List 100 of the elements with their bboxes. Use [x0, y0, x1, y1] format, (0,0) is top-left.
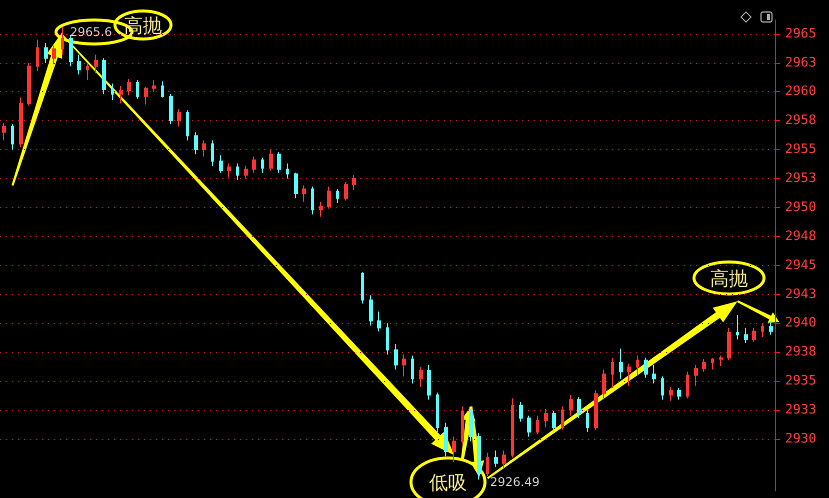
candlestick	[361, 272, 364, 304]
y-tick-label: 2943	[785, 286, 816, 302]
candlestick	[652, 364, 656, 384]
y-tick-label: 2938	[785, 344, 816, 360]
candlestick	[644, 357, 648, 378]
candlestick	[477, 432, 481, 480]
candlestick	[261, 157, 264, 174]
candlestick	[569, 394, 573, 416]
candlestick	[11, 124, 14, 150]
candlestick	[619, 348, 623, 380]
candlestick	[211, 140, 214, 166]
candlestick	[127, 78, 131, 96]
candlestick	[161, 80, 164, 98]
candlestick	[169, 94, 173, 125]
candlestick	[394, 344, 398, 370]
y-tick-label: 2963	[785, 55, 816, 70]
candlestick	[427, 364, 431, 400]
y-tick-label: 2950	[785, 200, 816, 215]
candlestick	[186, 110, 189, 141]
candlestick	[144, 86, 148, 105]
candlestick	[594, 390, 598, 430]
candlestick	[352, 174, 356, 191]
candlestick	[502, 450, 506, 468]
candlestick	[711, 357, 714, 370]
candlestick	[561, 406, 564, 430]
annotation: 高抛	[124, 15, 162, 37]
candlestick	[694, 364, 698, 386]
candlestick	[627, 363, 631, 386]
candlestick	[94, 54, 98, 74]
candlestick	[702, 358, 706, 372]
candlestick	[544, 408, 548, 428]
candlestick	[36, 39, 39, 72]
candlestick	[236, 163, 239, 180]
candlestick	[577, 396, 581, 419]
candlestick	[202, 140, 206, 158]
candlestick	[386, 322, 389, 355]
candlestick	[269, 149, 273, 171]
candlestick	[52, 44, 56, 64]
candlestick	[461, 406, 464, 446]
candlestick	[177, 108, 181, 127]
y-tick-label: 2965	[785, 26, 816, 42]
y-tick-label: 2935	[785, 374, 816, 389]
candlestick	[77, 54, 81, 75]
candlestick	[669, 386, 673, 402]
candlestick	[686, 371, 689, 399]
candlestick	[19, 97, 23, 148]
y-tick-label: 2940	[785, 316, 816, 331]
candlestick	[511, 398, 514, 458]
candlestick	[194, 132, 198, 155]
candlestick	[636, 355, 639, 376]
annotation: 低吸	[429, 472, 467, 494]
candlestick	[419, 366, 423, 388]
y-tick-label: 2948	[785, 228, 816, 244]
candlestick	[736, 314, 739, 340]
candlestick	[677, 388, 681, 400]
y-tick-label: 2945	[785, 258, 816, 273]
candlestick	[336, 188, 339, 204]
candlestick	[552, 410, 556, 432]
candlestick	[452, 436, 456, 463]
y-tick-label: 2958	[785, 113, 816, 128]
candlestick	[277, 151, 281, 174]
annotation: 2926.49	[490, 475, 540, 489]
y-tick-label: 2930	[785, 431, 816, 446]
candlestick	[536, 415, 539, 435]
y-tick-label: 2933	[785, 402, 816, 418]
candlestick	[252, 156, 256, 174]
y-tick-label: 2953	[785, 171, 816, 186]
candlestick	[136, 80, 139, 100]
candlestick	[111, 83, 114, 100]
candlestick	[752, 327, 756, 342]
candlestick	[494, 450, 498, 468]
candlestick	[2, 122, 6, 141]
candlestick	[44, 42, 48, 64]
candlestick	[611, 357, 614, 389]
annotation: 高抛	[710, 268, 748, 290]
candlestick	[727, 327, 731, 361]
candlestick	[69, 34, 73, 67]
candlestick	[402, 354, 406, 377]
candlestick	[586, 409, 589, 432]
candlestick	[311, 186, 314, 215]
candlestick	[27, 62, 31, 106]
candlestick	[319, 201, 323, 218]
candlestick	[377, 311, 381, 332]
candlestick	[444, 422, 448, 457]
candlestick	[436, 392, 439, 432]
candlestick	[302, 184, 306, 202]
candlestick	[86, 62, 89, 81]
candlestick	[294, 172, 298, 199]
y-tick-label: 2955	[785, 142, 816, 158]
candlestick	[486, 452, 489, 476]
candlestick	[719, 355, 723, 367]
y-tick-label: 2960	[785, 84, 816, 100]
candlestick	[119, 85, 123, 104]
candlestick	[602, 368, 606, 399]
candlestick	[469, 408, 473, 442]
candlestick	[219, 154, 223, 174]
candlestick	[744, 327, 748, 344]
candlestick	[152, 80, 156, 92]
candlestick	[527, 415, 531, 438]
candlestick	[411, 355, 414, 384]
